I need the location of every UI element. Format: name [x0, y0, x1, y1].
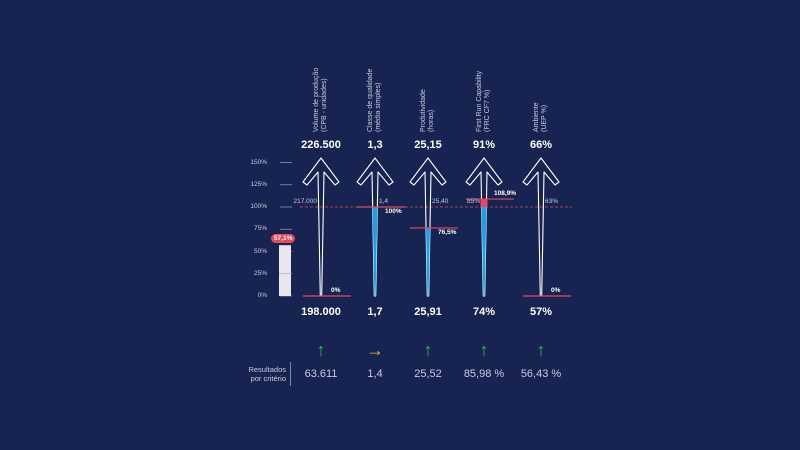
column-title-line2: (média simples)	[375, 82, 382, 132]
over-target-fill	[480, 199, 488, 207]
bottom-value: 1,7	[367, 306, 383, 318]
top-value: 1,3	[367, 139, 383, 151]
y-tick-label: 50%	[253, 247, 267, 255]
target-label: 85%	[466, 198, 480, 205]
value-fill	[372, 207, 378, 296]
pct-label: 100%	[385, 208, 402, 215]
arrow-outline	[522, 157, 560, 297]
result-value: 1,4	[367, 368, 383, 380]
pct-label: 108,9%	[494, 190, 517, 198]
column-title: Classe de qualidade (média simples)	[367, 69, 383, 132]
y-tick-label: 125%	[250, 180, 267, 188]
column-title-line1: Classe de qualidade	[367, 68, 374, 132]
y-tick-label: 25%	[253, 269, 267, 277]
bottom-value: 25,91	[414, 306, 442, 318]
summary-badge: 57,1%	[271, 234, 296, 244]
pct-label: 0%	[331, 287, 341, 294]
target-label: 1,4	[379, 198, 389, 205]
value-fill	[426, 227, 430, 296]
column-title-line2: (horas)	[428, 109, 435, 132]
trend-up-icon: ↑	[479, 340, 489, 360]
arrow-outline	[302, 157, 340, 297]
results-separator	[290, 362, 291, 386]
summary-bar	[279, 245, 291, 296]
column-title: Ambiente (UEP %)	[533, 102, 549, 132]
top-value: 226.500	[301, 139, 341, 151]
trend-up-icon: ↑	[423, 340, 433, 360]
bottom-value: 198.000	[301, 306, 341, 318]
results-label: Resultados por critério	[240, 365, 286, 383]
column-title: First Run Capability (FRC CF7 %)	[476, 71, 492, 132]
column-title-line1: First Run Capability	[476, 70, 483, 132]
trend-right-icon: →	[366, 340, 384, 360]
column-title-line2: (FRC CF7 %)	[484, 89, 491, 132]
result-value: 85,98 %	[463, 368, 505, 380]
bottom-value: 57%	[529, 306, 553, 318]
value-fill	[481, 207, 487, 296]
pct-label: 76,5%	[438, 228, 457, 236]
top-value: 66%	[529, 139, 553, 151]
y-tick-label: 0%	[257, 292, 267, 299]
y-tick-label: 100%	[250, 203, 267, 210]
y-tick-label: 150%	[250, 158, 267, 166]
column-title: Produtividade (horas)	[420, 89, 436, 132]
top-value: 25,15	[414, 139, 442, 151]
top-value: 91%	[472, 139, 496, 151]
column-title-line2: (CPB - unidades)	[321, 78, 328, 132]
results-label-line2: por critério	[250, 374, 286, 383]
target-label: 217.000	[293, 198, 318, 205]
result-value: 63.611	[304, 368, 338, 380]
result-value: 56,43 %	[520, 368, 562, 380]
column-title: Volume de produção (CPB - unidades)	[313, 68, 329, 132]
y-tick-label: 75%	[253, 225, 267, 233]
pct-label: 0%	[551, 287, 561, 294]
column-title-line1: Volume de produção	[313, 67, 320, 132]
results-label-line1: Resultados	[248, 365, 286, 374]
result-value: 25,52	[414, 368, 442, 380]
bottom-value: 74%	[472, 306, 496, 318]
target-label: 63%	[545, 198, 559, 205]
column-title-line1: Produtividade	[420, 89, 427, 132]
column-title-line1: Ambiente	[533, 102, 540, 132]
trend-up-icon: ↑	[536, 340, 546, 360]
target-label: 25,40	[432, 198, 449, 205]
trend-up-icon: ↑	[316, 340, 326, 360]
column-title-line2: (UEP %)	[541, 104, 548, 132]
